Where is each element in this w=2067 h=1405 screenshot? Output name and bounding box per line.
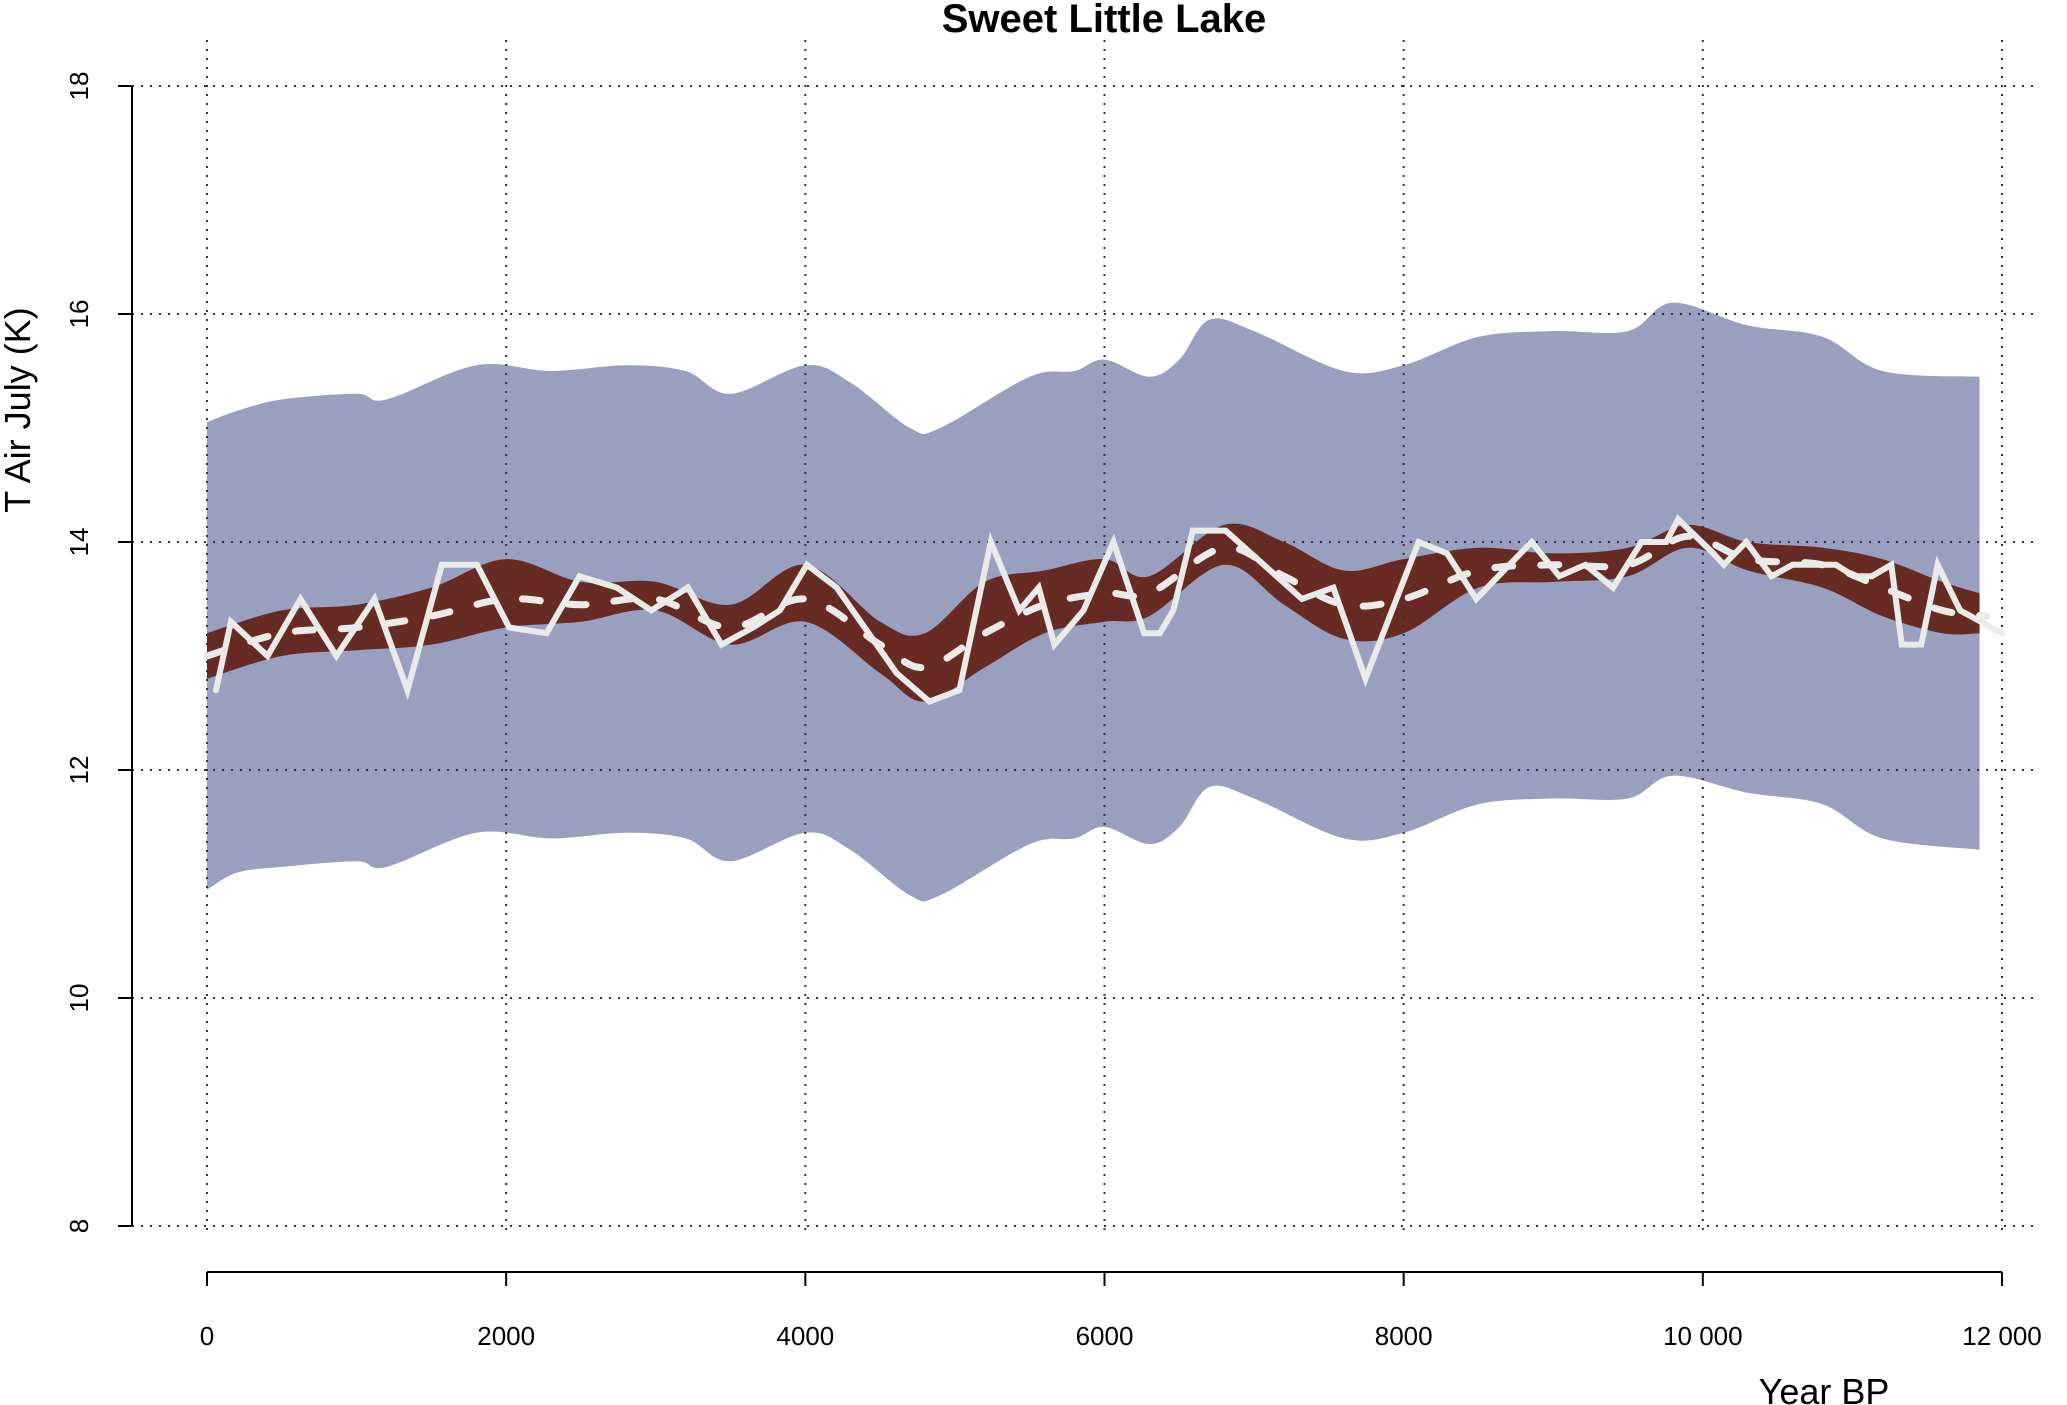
series-lines xyxy=(203,514,2005,706)
x-axis-label: Year BP xyxy=(1759,1371,1890,1405)
x-tick-label: 12 000 xyxy=(1962,1321,2042,1351)
y-axis-label: T Air July (K) xyxy=(0,307,38,512)
axes: 0 2000 4000 6000 8000 10 000 12 000 8 10 12 14 16 18 xyxy=(64,72,2042,1351)
x-tick-label: 2000 xyxy=(477,1321,535,1351)
y-tick-label: 16 xyxy=(64,300,94,329)
reconstruction-line xyxy=(212,514,2005,706)
inner-uncertainty-band xyxy=(207,523,1980,702)
y-tick-label: 8 xyxy=(64,1219,94,1233)
x-tick-label: 10 000 xyxy=(1663,1321,1743,1351)
bands xyxy=(207,302,1980,902)
smoothed-line xyxy=(203,532,1991,671)
x-tick-label: 8000 xyxy=(1375,1321,1433,1351)
x-tick-label: 4000 xyxy=(776,1321,834,1351)
grid xyxy=(132,40,2040,1230)
x-tick-label: 6000 xyxy=(1076,1321,1134,1351)
chart-title: Sweet Little Lake xyxy=(942,0,1267,41)
y-tick-label: 14 xyxy=(64,528,94,557)
y-tick-label: 10 xyxy=(64,984,94,1013)
x-tick-label: 0 xyxy=(200,1321,214,1351)
y-tick-label: 12 xyxy=(64,756,94,785)
y-tick-label: 18 xyxy=(64,72,94,101)
